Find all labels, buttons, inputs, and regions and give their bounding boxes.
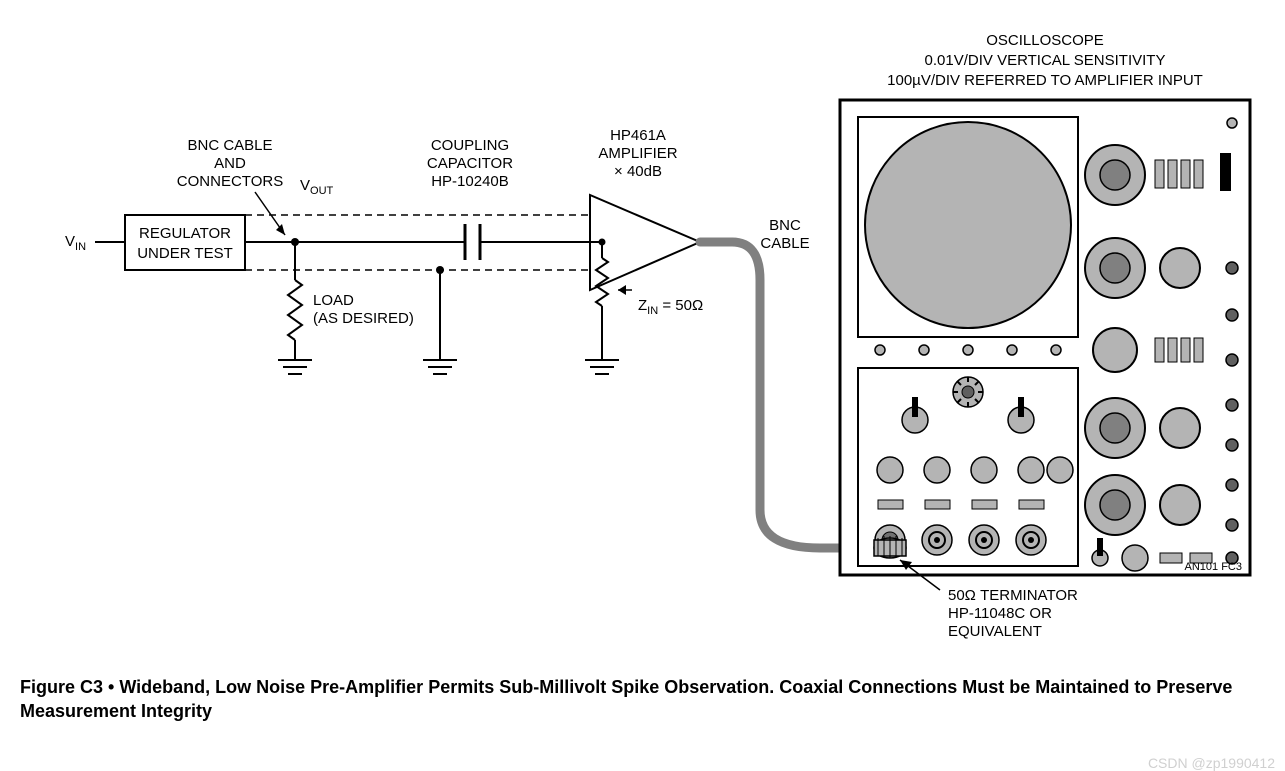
load-text-1: LOAD <box>313 292 354 309</box>
bnc-cable-2: CABLE <box>760 235 809 252</box>
cap-text-2: CAPACITOR <box>427 155 513 172</box>
zin-label: ZIN = 50Ω <box>638 297 703 317</box>
scope-hdr-1: OSCILLOSCOPE <box>986 32 1104 49</box>
small-knob-3 <box>971 457 997 483</box>
vin-label: VIN <box>65 233 86 253</box>
schematic-svg: VIN REGULATOR UNDER TEST BNC CABLE AND C… <box>20 20 1265 660</box>
figure-ref: AN101 FC3 <box>1185 561 1242 573</box>
bnc-conn-3: CONNECTORS <box>177 173 283 190</box>
dot-5a <box>1226 479 1238 491</box>
med-knob-2a <box>1160 248 1200 288</box>
med-knob-5a <box>1160 485 1200 525</box>
term-text-1: 50Ω TERMINATOR <box>948 587 1078 604</box>
load-text-2: (AS DESIRED) <box>313 310 414 327</box>
dot-4a <box>1226 399 1238 411</box>
big-knob-1 <box>1085 145 1145 205</box>
btm-knob <box>1122 545 1148 571</box>
crt-dot-1 <box>875 345 885 355</box>
bnc-conn-1: BNC CABLE <box>187 137 272 154</box>
amp-text-1: HP461A <box>610 127 666 144</box>
ind-1 <box>878 500 903 509</box>
dot-4b <box>1226 439 1238 451</box>
zin-wiper-arrow <box>618 285 626 295</box>
btm-bar-1 <box>1160 553 1182 563</box>
bnc-arrow-head <box>276 224 285 235</box>
dot-2 <box>1226 262 1238 274</box>
big-knob-5 <box>1085 475 1145 535</box>
ind-2 <box>925 500 950 509</box>
figure-caption: Figure C3 • Wideband, Low Noise Pre-Ampl… <box>20 675 1265 724</box>
cable-terminator <box>874 536 906 558</box>
bnc-cable-1: BNC <box>769 217 801 234</box>
bnc-jack-3 <box>969 525 999 555</box>
switch-1 <box>1220 153 1231 191</box>
watermark: CSDN @zp1990412 <box>1148 755 1275 771</box>
big-knob-3 <box>1093 328 1137 372</box>
scope-hdr-2: 0.01V/DIV VERTICAL SENSITIVITY <box>925 52 1166 69</box>
scope-hdr-3: 100µV/DIV REFERRED TO AMPLIFIER INPUT <box>887 72 1203 89</box>
dot-3b <box>1226 354 1238 366</box>
small-knob-5 <box>1047 457 1073 483</box>
cap-text-1: COUPLING <box>431 137 509 154</box>
dot-3a <box>1226 309 1238 321</box>
ind-4 <box>1019 500 1044 509</box>
bnc-jack-4 <box>1016 525 1046 555</box>
amp-text-3: × 40dB <box>614 163 662 180</box>
pilot-light <box>1227 118 1237 128</box>
load-resistor <box>288 280 302 340</box>
dot-5b <box>1226 519 1238 531</box>
selector-knob <box>953 377 983 407</box>
vout-label: VOUT <box>300 177 334 197</box>
figure-c3-diagram: VIN REGULATOR UNDER TEST BNC CABLE AND C… <box>20 20 1265 660</box>
amplifier-triangle <box>590 195 700 290</box>
term-text-2: HP-11048C OR <box>948 605 1052 622</box>
cap-text-3: HP-10240B <box>431 173 509 190</box>
big-knob-2 <box>1085 238 1145 298</box>
med-knob-4a <box>1160 408 1200 448</box>
crt-dot-5 <box>1051 345 1061 355</box>
big-knob-4 <box>1085 398 1145 458</box>
ind-3 <box>972 500 997 509</box>
crt-screen <box>865 122 1071 328</box>
bnc-jack-2 <box>922 525 952 555</box>
crt-dot-3 <box>963 345 973 355</box>
regulator-text-2: UNDER TEST <box>137 245 233 262</box>
crt-dot-2 <box>919 345 929 355</box>
term-text-3: EQUIVALENT <box>948 623 1042 640</box>
small-knob-1 <box>877 457 903 483</box>
bnc-conn-2: AND <box>214 155 246 172</box>
amp-text-2: AMPLIFIER <box>598 145 677 162</box>
small-knob-4 <box>1018 457 1044 483</box>
small-knob-2 <box>924 457 950 483</box>
crt-dot-4 <box>1007 345 1017 355</box>
regulator-text-1: REGULATOR <box>139 225 231 242</box>
